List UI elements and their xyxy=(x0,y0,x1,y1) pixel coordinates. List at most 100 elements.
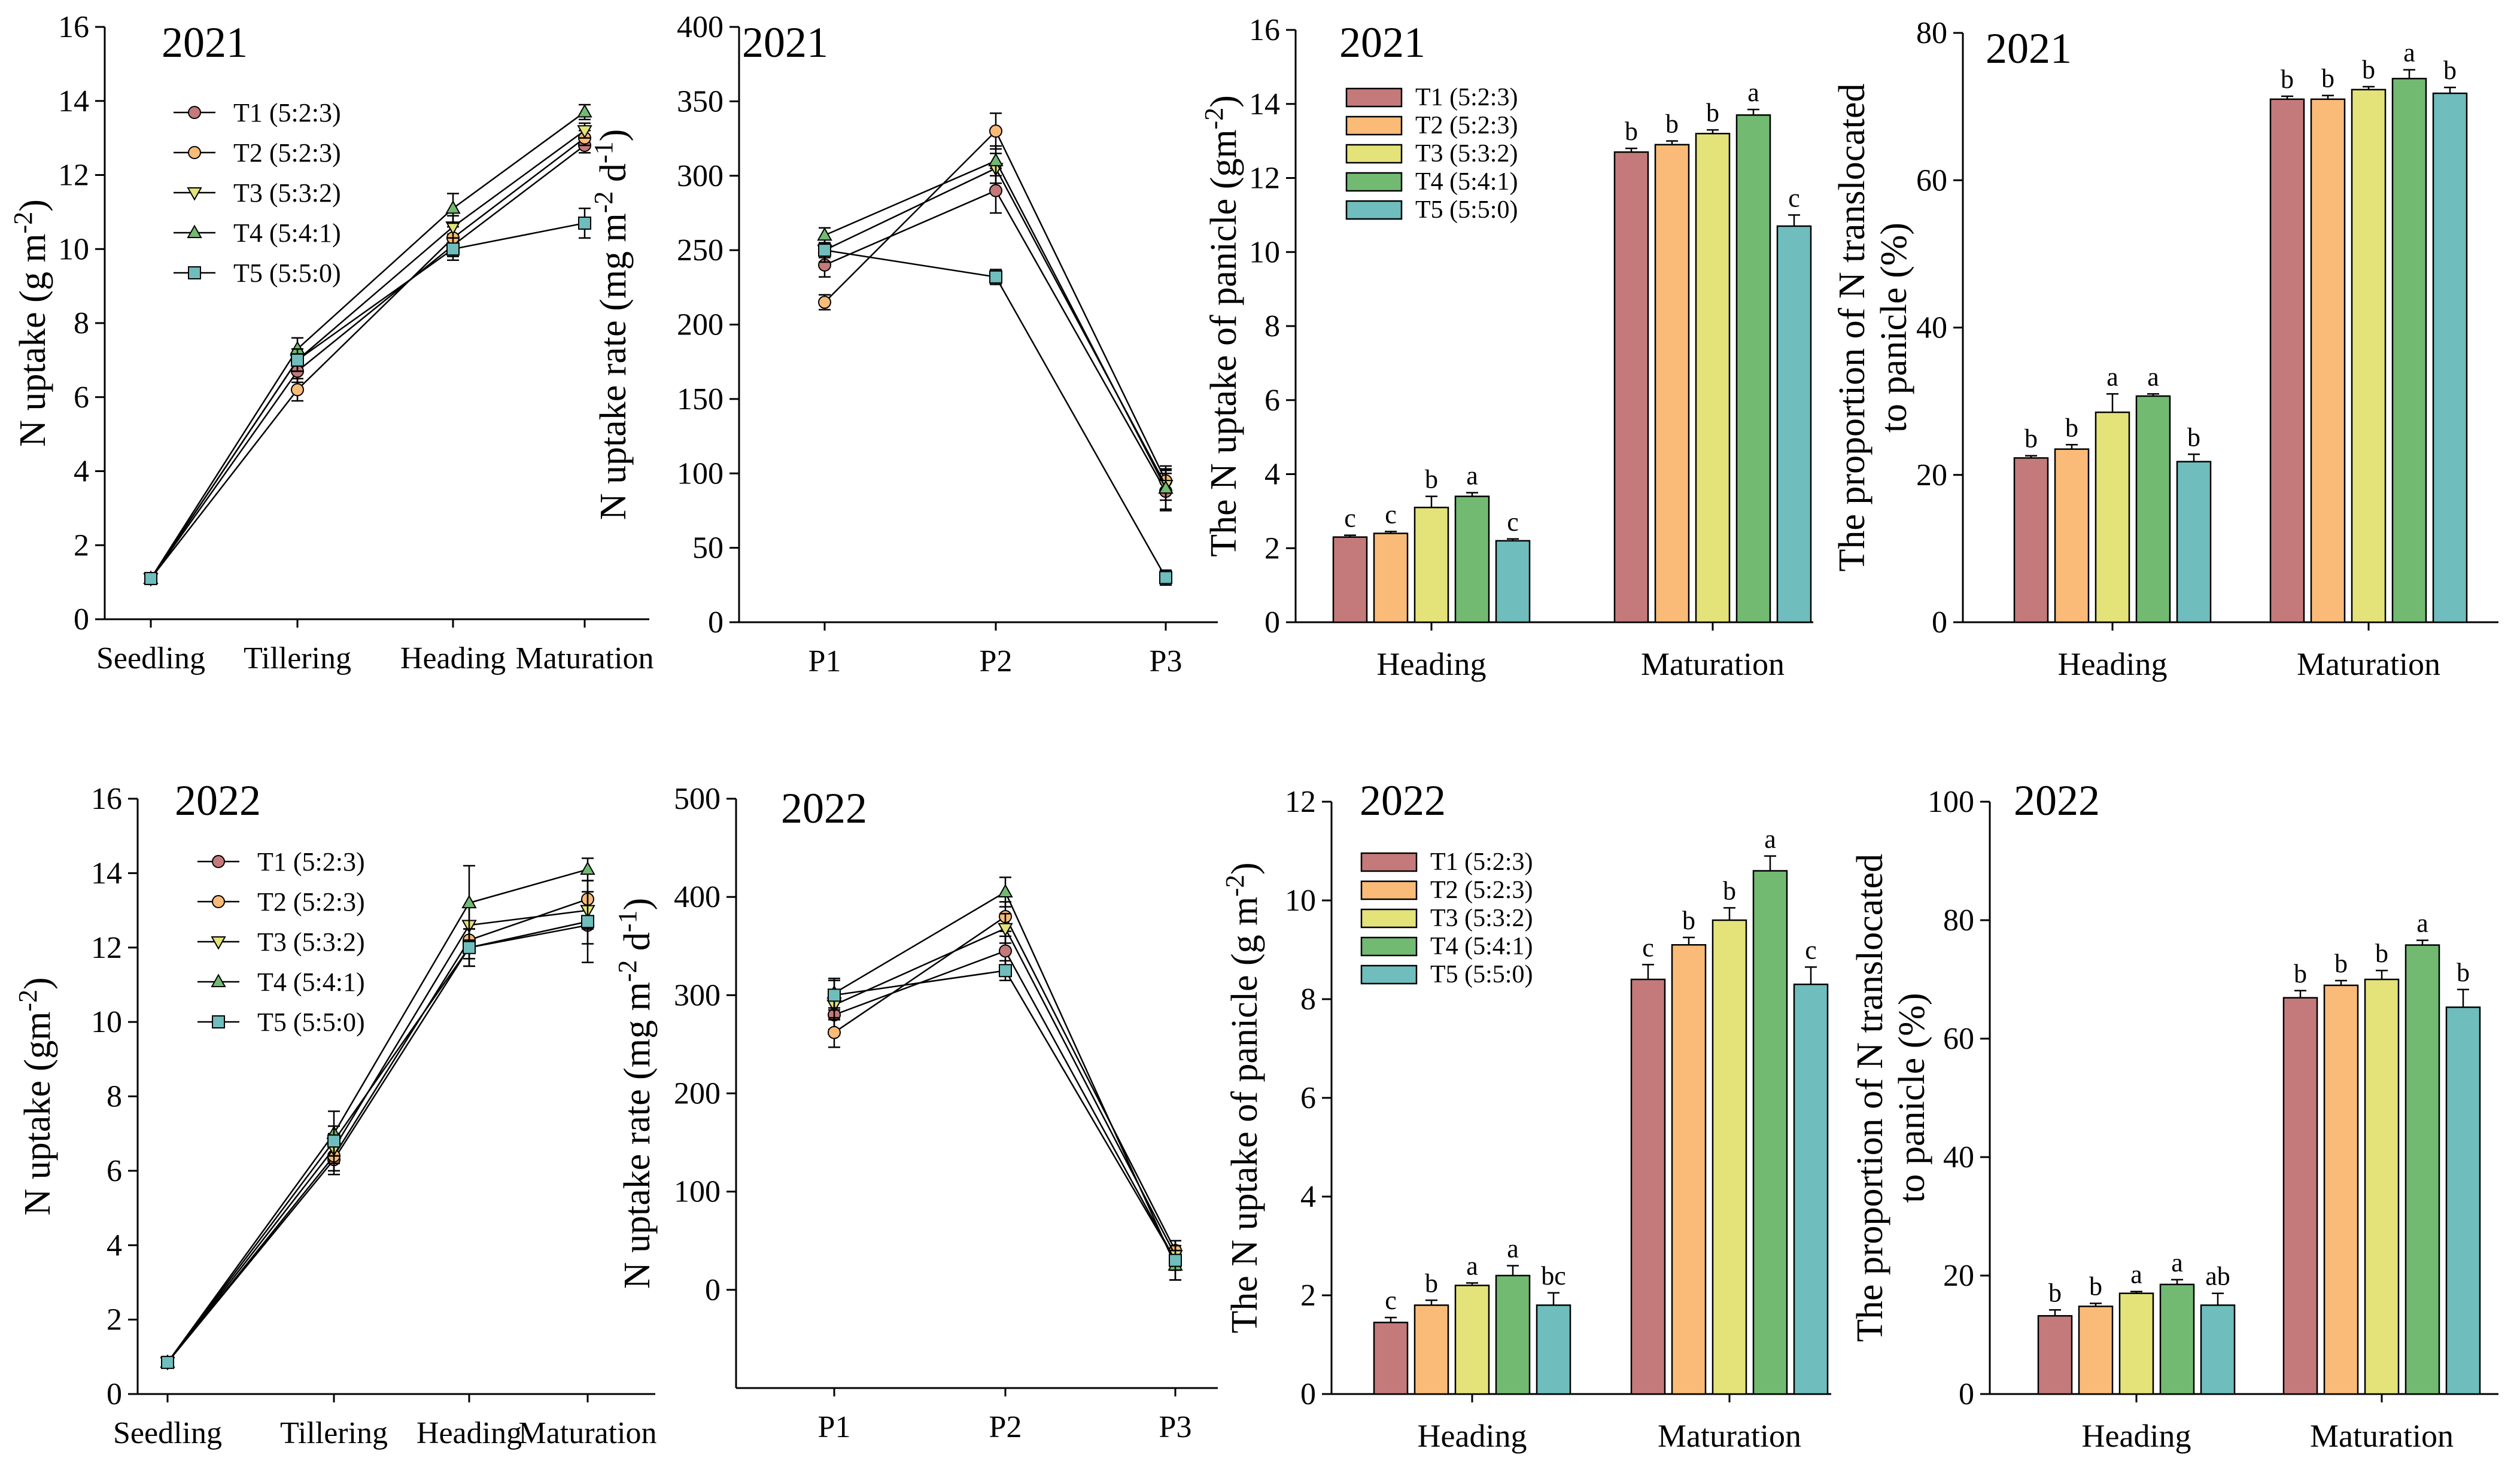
y-tick-label: 6 xyxy=(1300,1081,1316,1115)
y-tick-label: 10 xyxy=(58,232,89,266)
data-point xyxy=(291,353,304,367)
chart-panel-6: 0 100 200 300 400 500 2022 N uptake rate (mg m-… xyxy=(613,782,1218,1444)
legend-label: T3 (5:3:2) xyxy=(1415,140,1518,168)
bar xyxy=(2054,448,2090,623)
x-tick-label: Heading xyxy=(1377,646,1487,682)
y-tick-label: 12 xyxy=(58,159,89,193)
significance-label: b xyxy=(2321,64,2334,93)
x-tick-label: Tillering xyxy=(244,641,351,675)
y-tick-label: 8 xyxy=(1300,982,1316,1017)
y-tick-label: 100 xyxy=(1928,785,1974,819)
bar xyxy=(1735,114,1771,623)
significance-label: b xyxy=(1625,117,1638,146)
series-line xyxy=(167,920,588,1363)
chart-panel-1: 0 2 4 6 8 10 12 14 16 2021 N uptake (g m-2) Seedlin… xyxy=(8,10,654,675)
y-tick-label: 8 xyxy=(107,1080,122,1114)
chart-title: 2022 xyxy=(175,777,261,824)
series-line xyxy=(150,222,585,579)
significance-label: b xyxy=(2375,939,2388,968)
y-tick-label: 400 xyxy=(674,880,721,914)
significance-label: b xyxy=(1665,109,1679,139)
data-point xyxy=(445,200,461,214)
bar xyxy=(1495,540,1531,623)
y-tick-label: 0 xyxy=(1264,605,1280,640)
x-tick-label: Maturation xyxy=(2310,1418,2454,1454)
x-tick-label: Heading xyxy=(1418,1418,1527,1454)
y-tick-label: 20 xyxy=(1916,458,1947,492)
significance-label: b xyxy=(1706,98,1719,127)
significance-label: c xyxy=(1788,183,1800,212)
data-point xyxy=(327,1134,341,1148)
data-point xyxy=(999,964,1012,978)
chart-panel-5: 0 2 4 6 8 10 12 14 16 2022 N uptake (gm-2) Seedling… xyxy=(13,777,657,1450)
legend-label: T1 (5:2:3) xyxy=(1415,84,1518,111)
y-tick-label: 14 xyxy=(1249,87,1280,121)
series-line xyxy=(150,137,585,579)
legend-swatch xyxy=(1345,144,1403,164)
significance-label: b xyxy=(2089,1272,2102,1301)
legend-swatch xyxy=(1360,964,1418,985)
y-tick-label: 0 xyxy=(708,605,724,640)
bar xyxy=(1536,1304,1571,1395)
data-point xyxy=(818,244,831,257)
legend-label: T2 (5:2:3) xyxy=(1415,112,1518,139)
y-tick-label: 100 xyxy=(674,1175,721,1209)
significance-label: b xyxy=(2294,959,2307,988)
chart-panel-2: 0 50 100 150 200 250 300 350 400 2021 N uptake rat… xyxy=(589,10,1218,678)
y-tick-label: 2 xyxy=(74,528,89,562)
y-axis-label: The N uptake of panicle (g m-2) xyxy=(1220,862,1265,1333)
y-tick-label: 2 xyxy=(1300,1279,1316,1313)
y-tick-label: 150 xyxy=(677,382,724,416)
bar xyxy=(1454,495,1490,623)
series-line xyxy=(167,924,588,1363)
significance-label: ab xyxy=(2205,1262,2230,1291)
legend-marker xyxy=(187,187,202,201)
data-point xyxy=(988,153,1004,166)
significance-label: a xyxy=(2106,362,2118,391)
legend-swatch xyxy=(1345,87,1403,108)
legend-swatch xyxy=(1360,908,1418,929)
y-tick-label: 6 xyxy=(74,381,89,415)
data-point xyxy=(828,988,841,1002)
chart-panel-4: 0 20 40 60 80 2021 The proportion of N translo… xyxy=(1832,16,2498,682)
bar xyxy=(1793,984,1829,1395)
chart-title: 2021 xyxy=(1339,19,1425,66)
data-point xyxy=(577,125,592,139)
series-line xyxy=(824,249,1167,578)
y-tick-label: 400 xyxy=(677,10,724,44)
y-tick-label: 60 xyxy=(1943,1022,1974,1056)
data-point xyxy=(1159,571,1172,585)
legend-label: T2 (5:2:3) xyxy=(257,887,365,917)
bar xyxy=(2095,411,2130,623)
bar xyxy=(1695,133,1731,623)
significance-label: b xyxy=(1425,465,1438,494)
bar xyxy=(1495,1274,1531,1395)
bar xyxy=(1413,506,1449,623)
x-tick-label: P1 xyxy=(818,1410,851,1444)
legend-marker xyxy=(211,973,226,987)
x-tick-label: Maturation xyxy=(518,1416,656,1450)
legend-label: T5 (5:5:0) xyxy=(233,258,341,288)
significance-label: a xyxy=(1507,1234,1519,1264)
legend-swatch xyxy=(1360,852,1418,872)
bar xyxy=(2282,997,2318,1395)
significance-label: a xyxy=(1466,1251,1478,1280)
y-tick-label: 0 xyxy=(1932,605,1947,640)
y-axis-label: The proportion of N translocated xyxy=(1832,83,1872,571)
significance-label: a xyxy=(2130,1260,2142,1289)
significance-label: c xyxy=(1642,933,1654,962)
significance-label: c xyxy=(1344,504,1356,533)
significance-label: c xyxy=(1805,935,1817,964)
legend-label: T4 (5:4:1) xyxy=(1430,933,1533,960)
x-tick-label: Maturation xyxy=(1658,1418,1801,1454)
y-tick-label: 2 xyxy=(107,1303,122,1337)
y-tick-label: 200 xyxy=(674,1077,721,1111)
x-tick-label: Maturation xyxy=(2297,646,2440,682)
legend-label: T2 (5:2:3) xyxy=(233,138,341,168)
y-axis-label: to panicle (%) xyxy=(1874,223,1914,433)
significance-label: b xyxy=(2281,65,2294,94)
data-point xyxy=(291,383,304,397)
y-tick-label: 500 xyxy=(674,782,721,816)
legend-label: T3 (5:3:2) xyxy=(1430,905,1533,932)
